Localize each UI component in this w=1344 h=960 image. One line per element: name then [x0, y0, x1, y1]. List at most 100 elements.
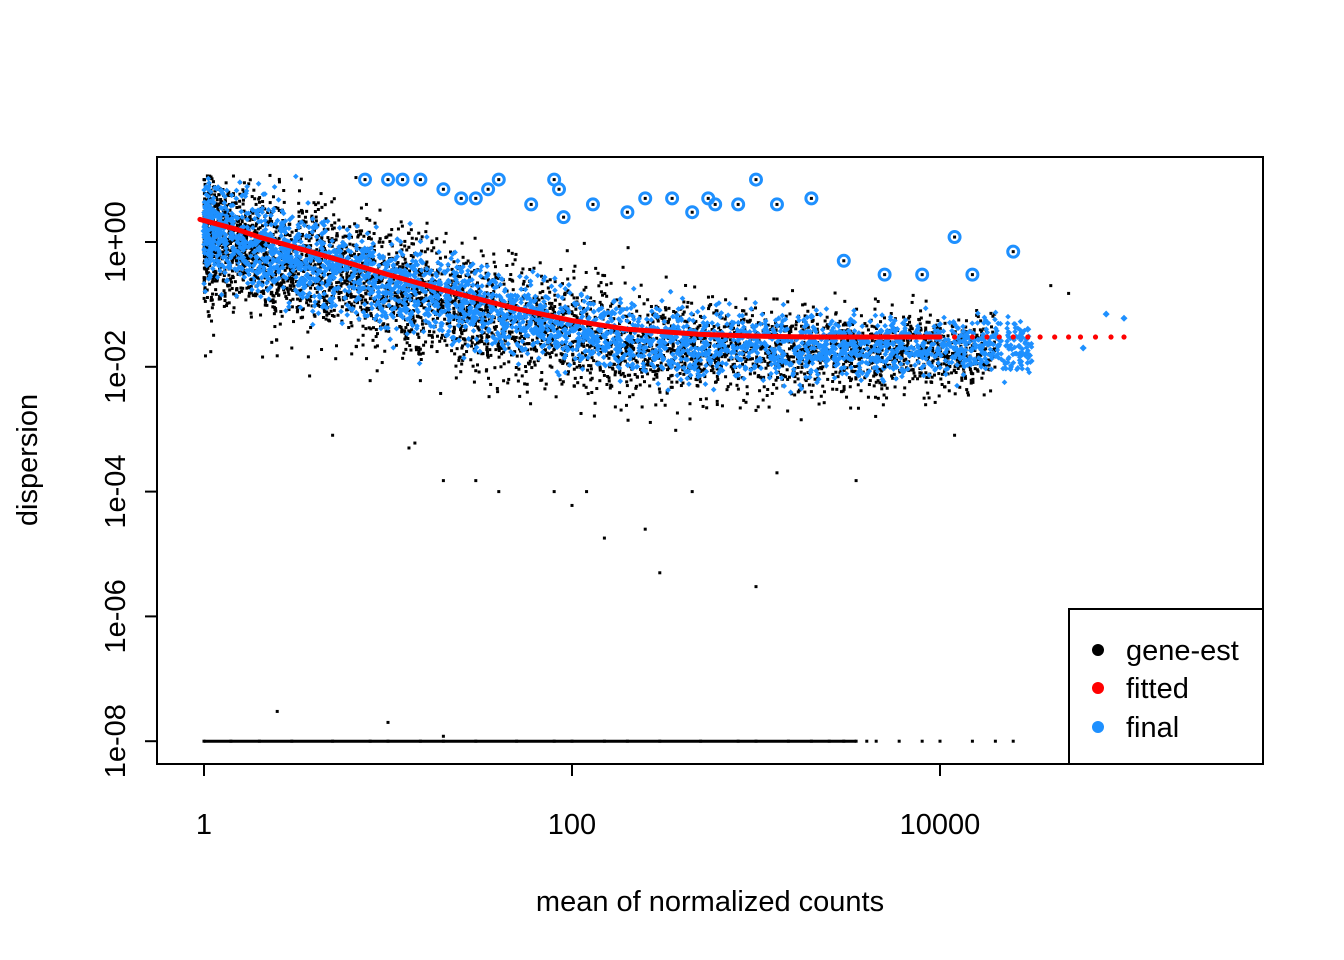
gene-est-point	[793, 393, 797, 397]
gene-est-point	[365, 279, 369, 283]
gene-est-point	[387, 329, 391, 333]
gene-est-point	[696, 325, 700, 329]
gene-est-point	[981, 371, 985, 375]
gene-est-point	[408, 269, 412, 273]
gene-est-point	[298, 299, 302, 303]
gene-est-point	[335, 234, 339, 238]
gene-est-point	[496, 390, 500, 394]
gene-est-point	[701, 404, 705, 408]
gene-est-point	[407, 245, 411, 249]
gene-est-point	[228, 215, 232, 219]
gene-est-point	[483, 319, 487, 323]
gene-est-point	[254, 294, 258, 298]
gene-est-point	[585, 312, 589, 316]
gene-est-point	[436, 316, 440, 320]
gene-est-point	[825, 324, 829, 328]
gene-est-point	[420, 296, 424, 300]
gene-est-point	[378, 237, 382, 241]
gene-est-point	[919, 371, 923, 375]
gene-est-point	[963, 374, 967, 378]
gene-est-point	[210, 177, 214, 181]
gene-est-point	[241, 272, 245, 276]
gene-est-point	[420, 235, 424, 239]
gene-est-point	[685, 305, 689, 309]
gene-est-point	[865, 324, 869, 328]
gene-est-point	[464, 328, 468, 332]
gene-est-point	[315, 301, 319, 305]
gene-est-point	[494, 274, 498, 278]
gene-est-point	[500, 346, 504, 350]
gene-est-point	[732, 370, 736, 374]
final-point	[566, 362, 573, 368]
gene-est-point	[524, 302, 528, 306]
gene-est-point	[669, 385, 673, 389]
gene-est-point	[675, 411, 679, 415]
gene-est-point	[271, 195, 275, 199]
gene-est-point	[400, 328, 404, 332]
final-point	[732, 363, 738, 370]
gene-est-point	[521, 282, 525, 286]
gene-est-point	[640, 370, 644, 374]
gene-est-point	[532, 360, 536, 364]
gene-est-point	[632, 339, 636, 343]
gene-est-point	[596, 271, 600, 275]
gene-est-point	[876, 352, 880, 356]
gene-est-point	[667, 377, 671, 381]
gene-est-point	[463, 342, 467, 346]
gene-est-point	[479, 339, 483, 343]
gene-est-point	[279, 310, 283, 314]
gene-est-point	[283, 291, 287, 295]
gene-est-point	[964, 325, 968, 329]
gene-est-point	[800, 362, 804, 366]
gene-est-point	[719, 364, 723, 368]
gene-est-point	[405, 266, 409, 270]
gene-est-point	[774, 328, 778, 332]
gene-est-point	[713, 360, 717, 364]
gene-est-point	[908, 380, 912, 384]
gene-est-point	[453, 327, 457, 331]
gene-est-point	[978, 328, 982, 332]
gene-est-point	[592, 359, 596, 363]
gene-est-point	[779, 342, 783, 346]
gene-est-point	[416, 332, 420, 336]
gene-est-point	[294, 269, 298, 273]
gene-est-point	[682, 372, 686, 376]
gene-est-point	[316, 207, 320, 211]
gene-est-point	[395, 303, 399, 307]
gene-est-point	[911, 293, 915, 297]
gene-est-point	[607, 376, 611, 380]
gene-est-point	[430, 273, 434, 277]
gene-est-point	[277, 283, 281, 287]
gene-est-point	[634, 386, 638, 390]
gene-est-point	[852, 331, 856, 335]
gene-est-point	[656, 369, 660, 373]
gene-est-point	[646, 360, 650, 364]
gene-est-point	[262, 253, 266, 257]
gene-est-point	[664, 275, 668, 279]
gene-est-point	[436, 268, 440, 272]
gene-est-point	[774, 341, 778, 345]
gene-est-point	[913, 374, 917, 378]
gene-est-point	[389, 233, 393, 237]
gene-est-point	[497, 348, 501, 352]
final-point	[356, 316, 362, 322]
gene-est-point	[841, 389, 845, 393]
gene-est-point	[806, 325, 810, 329]
gene-est-point	[821, 384, 825, 388]
final-point	[314, 241, 320, 247]
gene-est-point	[315, 248, 319, 252]
gene-est-point	[840, 355, 844, 359]
gene-est-point	[296, 297, 300, 301]
gene-est-point	[476, 292, 480, 296]
gene-est-point	[339, 284, 343, 288]
gene-est-point	[400, 224, 404, 228]
gene-est-point	[369, 327, 373, 331]
gene-est-point	[553, 293, 557, 297]
gene-est-point	[524, 370, 528, 374]
gene-est-point	[698, 324, 702, 328]
gene-est-point	[525, 390, 529, 394]
gene-est-point	[481, 309, 485, 313]
gene-est-point	[256, 216, 260, 220]
gene-est-point	[455, 337, 459, 341]
gene-est-point	[589, 364, 593, 368]
